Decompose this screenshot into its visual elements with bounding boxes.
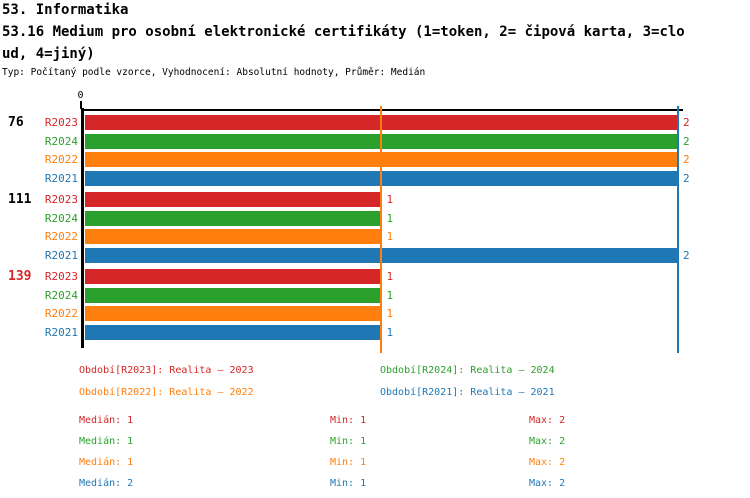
legend-item-r2022: Období[R2022]: Realita – 2022: [79, 387, 254, 398]
x-axis-tick: [80, 101, 82, 109]
x-axis-line: [81, 109, 683, 111]
stat-min-r2022: Min: 1: [330, 457, 367, 468]
bar-row-label: R2022: [44, 153, 78, 166]
bar: [85, 324, 382, 340]
bar-row-label: R2024: [44, 288, 78, 302]
bar-row-label: R2022: [44, 307, 78, 320]
bar-row-label: R2021: [44, 248, 78, 262]
bar-row-label: R2023: [44, 116, 78, 129]
x-axis-zero-tick-label: 0: [77, 90, 84, 101]
stat-min-r2021: Min: 1: [330, 478, 367, 489]
group-label: 111: [8, 192, 32, 207]
stat-max-r2022: Max: 2: [529, 457, 566, 468]
bar-row-label: R2024: [44, 134, 78, 148]
bar: [85, 269, 382, 284]
bar-value-label: 1: [386, 193, 394, 206]
legend-item-r2023: Období[R2023]: Realita – 2023: [79, 365, 254, 376]
chart-title-line1: 53.16 Medium pro osobní elektronické cer…: [2, 24, 685, 40]
bar: [85, 287, 382, 303]
bar-value-label: 1: [386, 288, 394, 302]
stat-max-r2023: Max: 2: [529, 415, 566, 426]
stat-median-r2024: Medián: 1: [79, 436, 134, 447]
bar-row-label: R2023: [44, 270, 78, 283]
chart-meta: Typ: Počítaný podle vzorce, Vyhodnocení:…: [2, 67, 426, 78]
bar-value-label: 2: [683, 171, 690, 185]
bar-value-label: 1: [386, 307, 394, 320]
group-label: 76: [8, 115, 24, 130]
median-reference-line: [676, 106, 679, 353]
bar-row-label: R2021: [44, 325, 78, 339]
stat-min-r2023: Min: 1: [330, 415, 367, 426]
bar-value-label: 1: [386, 230, 394, 243]
bar: [85, 210, 382, 226]
bar-row-label: R2023: [44, 193, 78, 206]
bar-value-label: 1: [386, 211, 394, 225]
section-title: 53. Informatika: [2, 2, 129, 18]
chart-title-line2: ud, 4=jiný): [2, 46, 95, 62]
stat-median-r2023: Medián: 1: [79, 415, 134, 426]
bar: [85, 192, 382, 207]
bar-value-label: 2: [683, 134, 690, 148]
bar: [85, 306, 382, 321]
legend-item-r2024: Období[R2024]: Realita – 2024: [380, 365, 555, 376]
stat-median-r2021: Medián: 2: [79, 478, 134, 489]
bar-value-label: 2: [683, 248, 690, 262]
group-label: 139: [8, 269, 32, 284]
bar-value-label: 2: [683, 116, 690, 129]
y-axis-line: [81, 108, 84, 348]
bar-value-label: 2: [683, 153, 690, 166]
stat-max-r2021: Max: 2: [529, 478, 566, 489]
stat-max-r2024: Max: 2: [529, 436, 566, 447]
bar-value-label: 1: [386, 270, 394, 283]
median-reference-line: [380, 106, 382, 353]
stat-median-r2022: Medián: 1: [79, 457, 134, 468]
bar-row-label: R2024: [44, 211, 78, 225]
bar-value-label: 1: [386, 325, 394, 339]
bar: [85, 229, 382, 244]
legend-item-r2021: Období[R2021]: Realita – 2021: [380, 387, 555, 398]
bar-row-label: R2022: [44, 230, 78, 243]
bar-row-label: R2021: [44, 171, 78, 185]
stat-min-r2024: Min: 1: [330, 436, 367, 447]
